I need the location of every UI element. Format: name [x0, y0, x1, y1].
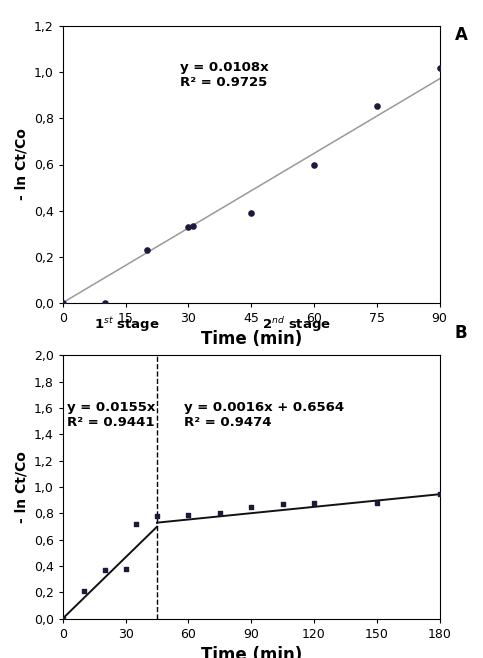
Point — [59, 297, 67, 308]
Text: B: B — [455, 324, 467, 342]
Point — [247, 207, 255, 218]
X-axis label: Time (min): Time (min) — [200, 330, 302, 348]
Text: A: A — [455, 26, 468, 44]
Text: y = 0.0155x
R² = 0.9441: y = 0.0155x R² = 0.9441 — [67, 401, 156, 430]
Point — [101, 297, 109, 308]
Point — [373, 101, 381, 111]
Point — [80, 586, 87, 596]
Text: 1$^{st}$ stage: 1$^{st}$ stage — [94, 316, 160, 334]
Point — [436, 63, 443, 73]
Point — [59, 613, 67, 624]
Point — [153, 511, 161, 521]
Text: y = 0.0016x + 0.6564
R² = 0.9474: y = 0.0016x + 0.6564 R² = 0.9474 — [184, 401, 344, 430]
Point — [142, 244, 150, 255]
Point — [189, 220, 197, 231]
Point — [185, 221, 192, 232]
Text: y = 0.0108x
R² = 0.9725: y = 0.0108x R² = 0.9725 — [180, 61, 269, 89]
Point — [132, 519, 140, 529]
Point — [216, 508, 224, 519]
Point — [373, 497, 381, 508]
Text: 2$^{nd}$ stage: 2$^{nd}$ stage — [262, 315, 331, 334]
Point — [279, 499, 286, 509]
Y-axis label: - ln Ct/Co: - ln Ct/Co — [14, 451, 28, 523]
Point — [310, 159, 318, 170]
Point — [122, 563, 129, 574]
Y-axis label: - ln Ct/Co: - ln Ct/Co — [14, 128, 28, 201]
X-axis label: Time (min): Time (min) — [200, 646, 302, 658]
Point — [247, 501, 255, 512]
Point — [436, 488, 443, 499]
Point — [185, 509, 192, 520]
Point — [310, 498, 318, 509]
Point — [101, 565, 109, 575]
